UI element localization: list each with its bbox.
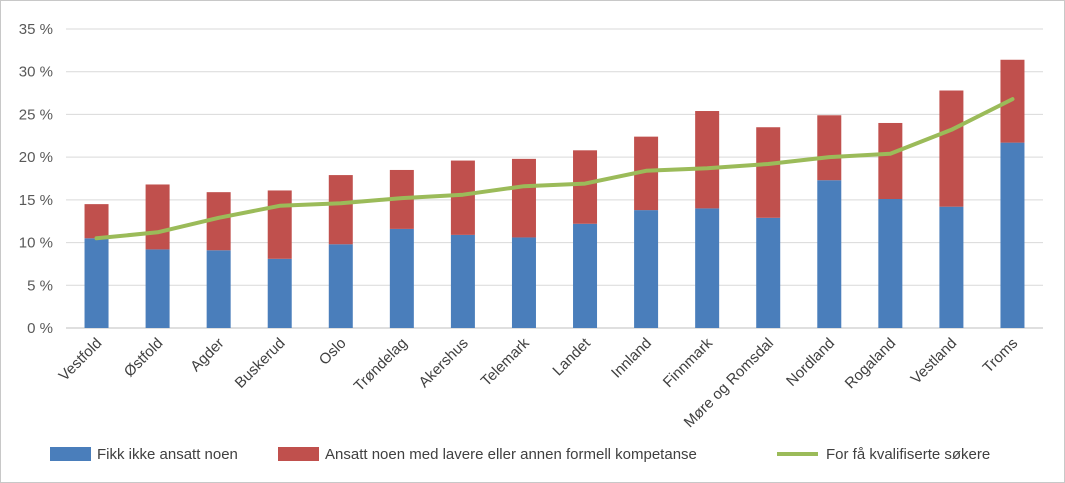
y-tick-label-5: 5 % — [27, 277, 53, 294]
x-tick-label-telemark: Telemark — [478, 334, 533, 389]
x-tick-label-troms: Troms — [980, 335, 1022, 377]
legend-label-for-faa: For få kvalifiserte søkere — [826, 446, 990, 463]
bar-buskerud-series-0 — [267, 258, 292, 328]
bar-vestfold-series-0 — [84, 238, 109, 328]
bar-landet-series-1 — [573, 150, 598, 224]
bar-troms-series-0 — [1000, 142, 1025, 328]
x-tick-label-rogaland: Rogaland — [842, 335, 899, 392]
x-tick-label-landet: Landet — [549, 334, 594, 379]
x-tick-label-nordland: Nordland — [783, 335, 838, 390]
x-tick-label-akershus: Akershus — [415, 335, 471, 391]
bar-oslo-series-1 — [328, 175, 353, 245]
bar-rogaland-series-0 — [878, 199, 903, 328]
bar-vestland-series-0 — [939, 206, 964, 328]
x-tick-label-finnmark: Finnmark — [660, 334, 717, 391]
legend-label-ansatt-noen: Ansatt noen med lavere eller annen forme… — [325, 446, 697, 463]
bar-finnmark-series-0 — [695, 208, 720, 328]
bar-landet-series-0 — [573, 223, 598, 328]
bar-akershus-series-0 — [450, 234, 475, 328]
legend-swatch-fikk-ikke — [50, 447, 91, 461]
line-series-2 — [94, 97, 1015, 241]
x-tick-label-tr-ndelag: Trøndelag — [351, 335, 411, 395]
bar-telemark-series-0 — [511, 237, 536, 328]
bar-nordland-series-1 — [817, 115, 842, 181]
bar-tr-ndelag-series-0 — [389, 228, 414, 328]
bar-telemark-series-1 — [511, 158, 536, 238]
x-tick-label-agder: Agder — [187, 335, 227, 375]
bar-oslo-series-0 — [328, 244, 353, 328]
bars — [84, 59, 1025, 328]
legend-label-fikk-ikke: Fikk ikke ansatt noen — [97, 446, 238, 463]
bar-finnmark-series-1 — [695, 111, 720, 209]
bar-buskerud-series-1 — [267, 190, 292, 259]
x-tick-label-oslo: Oslo — [316, 335, 350, 369]
line-series — [94, 97, 1015, 241]
bar-agder-series-0 — [206, 250, 231, 328]
y-tick-label-25: 25 % — [19, 106, 53, 123]
bar-stfold-series-1 — [145, 184, 170, 250]
x-axis-labels: Vestfold Østfold Agder Buskerud Oslo Trøndela… — [56, 334, 1022, 431]
y-tick-label-0: 0 % — [27, 320, 53, 337]
legend-swatch-ansatt-noen — [278, 447, 319, 461]
bar-stfold-series-0 — [145, 249, 170, 328]
bar-rogaland-series-1 — [878, 122, 903, 200]
bar-innland-series-0 — [634, 210, 659, 328]
bar-vestfold-series-1 — [84, 204, 109, 239]
legend: Fikk ikke ansatt noen Ansatt noen med la… — [50, 446, 990, 463]
bar-nordland-series-0 — [817, 180, 842, 328]
y-tick-label-30: 30 % — [19, 64, 53, 81]
y-tick-label-10: 10 % — [19, 235, 53, 252]
bar-m-re-og-romsdal-series-0 — [756, 217, 781, 328]
bar-vestland-series-1 — [939, 90, 964, 207]
x-tick-label-vestland: Vestland — [908, 335, 961, 388]
x-tick-label-innland: Innland — [608, 335, 655, 382]
y-tick-label-35: 35 % — [19, 21, 53, 38]
x-tick-label-stfold: Østfold — [121, 335, 167, 381]
x-tick-label-vestfold: Vestfold — [56, 335, 106, 385]
x-tick-label-buskerud: Buskerud — [232, 335, 289, 392]
bar-akershus-series-1 — [450, 160, 475, 235]
y-tick-label-20: 20 % — [19, 149, 53, 166]
y-tick-label-15: 15 % — [19, 192, 53, 209]
bar-m-re-og-romsdal-series-1 — [756, 127, 781, 218]
y-axis-ticks: 0 % 5 % 10 % 15 % 20 % 25 % 30 % 35 % — [19, 21, 53, 337]
